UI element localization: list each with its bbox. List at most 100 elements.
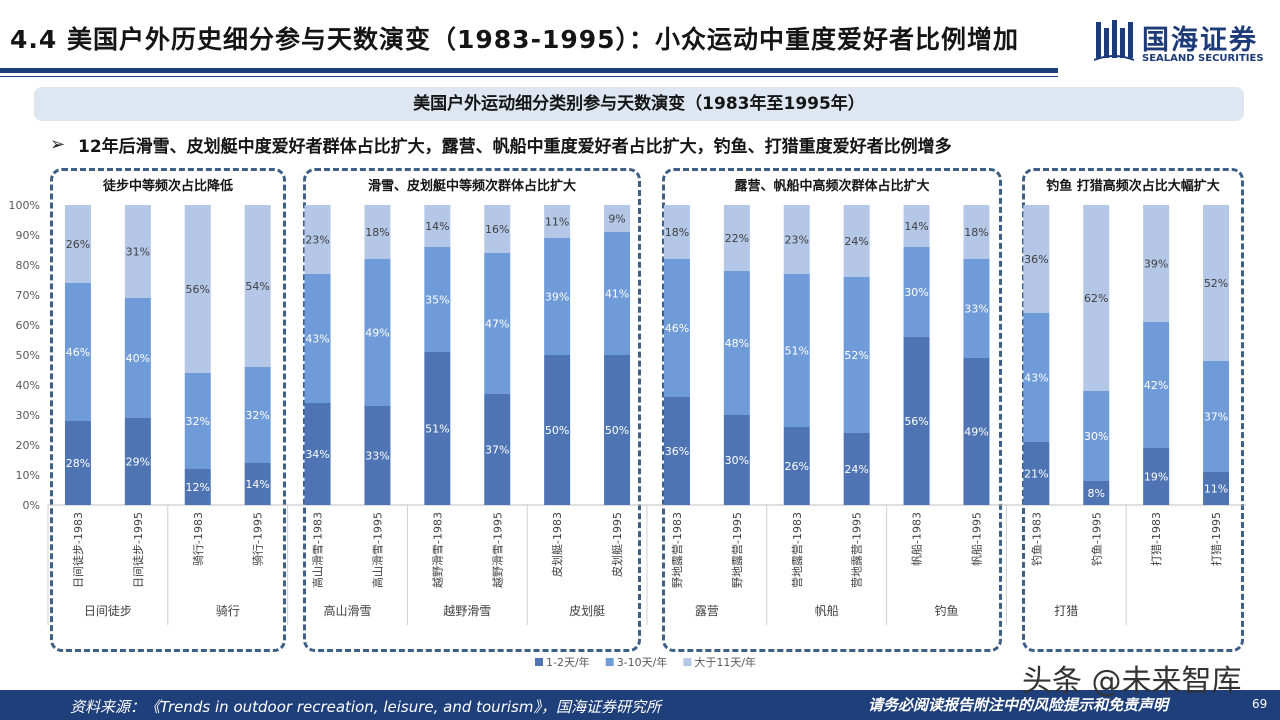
bar-segment	[244, 205, 271, 367]
legend-label: 大于11天/年	[694, 655, 756, 669]
bar-segment	[604, 232, 631, 355]
data-label: 37%	[485, 444, 509, 457]
data-label: 50%	[545, 424, 569, 437]
data-label: 32%	[186, 415, 210, 428]
bar-segment	[484, 253, 511, 394]
data-label: 40%	[126, 352, 150, 365]
data-label: 43%	[305, 333, 329, 346]
data-label: 30%	[1084, 430, 1108, 443]
bar-segment	[544, 205, 571, 238]
activity-group-label: 帆船	[815, 603, 839, 618]
data-label: 56%	[904, 415, 928, 428]
data-label: 23%	[785, 234, 809, 247]
subtitle-banner: 美国户外运动细分类别参与天数演变（1983年至1995年）	[34, 87, 1244, 121]
data-label: 39%	[545, 291, 569, 304]
data-label: 33%	[964, 303, 988, 316]
bar-segment	[723, 271, 750, 415]
data-label: 41%	[605, 288, 629, 301]
chart-subtitle: 美国户外运动细分类别参与天数演变（1983年至1995年）	[413, 94, 865, 114]
bar-segment	[124, 298, 151, 418]
bar-segment	[1083, 205, 1110, 391]
bar-segment	[544, 238, 571, 355]
y-tick-label: 40%	[16, 379, 40, 392]
bar-segment	[783, 274, 810, 427]
data-label: 9%	[608, 213, 625, 226]
category-tick-label: 野地露营-1983	[670, 512, 684, 588]
bar-segment	[604, 355, 631, 505]
category-tick-label: 骑行-1983	[192, 512, 205, 566]
bar-segment	[1023, 313, 1050, 442]
bar-segment	[1143, 205, 1170, 322]
legend-label: 1-2天/年	[546, 655, 590, 669]
data-label: 14%	[245, 478, 269, 491]
data-label: 18%	[365, 226, 389, 239]
data-label: 39%	[1144, 258, 1168, 271]
bar-segment	[304, 205, 331, 274]
bar-segment	[184, 469, 211, 505]
bar-segment	[843, 277, 870, 433]
category-tick-label: 帆船-1995	[969, 512, 983, 566]
data-label: 34%	[305, 448, 329, 461]
bar-segment	[903, 247, 930, 337]
legend-swatch	[683, 658, 692, 666]
bar-segment	[1023, 205, 1050, 313]
bar-segment	[1083, 481, 1110, 505]
category-tick-label: 钓鱼-1983	[1029, 512, 1043, 566]
bar-segment	[843, 205, 870, 277]
data-label: 36%	[1024, 253, 1048, 266]
activity-group-label: 皮划艇	[569, 604, 605, 618]
bar-segment	[1203, 205, 1230, 361]
category-tick-label: 皮划艇-1995	[610, 512, 624, 577]
y-tick-label: 100%	[9, 199, 40, 212]
bullet-arrow-icon: ➢	[50, 134, 66, 155]
page-title: 4.4 美国户外历史细分参与天数演变（1983-1995）：小众运动中重度爱好者…	[10, 25, 1020, 54]
data-label: 26%	[785, 460, 809, 473]
activity-group-label: 露营	[695, 604, 719, 618]
bar-segment	[723, 415, 750, 505]
category-tick-label: 打猎-1995	[1209, 512, 1223, 566]
bar-segment	[424, 352, 451, 505]
category-tick-label: 高山滑雪-1983	[311, 512, 325, 588]
data-label: 12%	[186, 481, 210, 494]
data-label: 56%	[186, 283, 210, 296]
page-number: 69	[1252, 697, 1268, 711]
bar-segment	[64, 283, 91, 421]
data-label: 47%	[485, 318, 509, 331]
data-label: 35%	[425, 294, 449, 307]
key-finding: 12年后滑雪、皮划艇中度爱好者群体占比扩大，露营、帆船中重度爱好者占比扩大，钓鱼…	[78, 137, 952, 157]
data-label: 14%	[425, 220, 449, 233]
bar-segment	[843, 433, 870, 505]
title-divider	[0, 68, 1058, 73]
bar-segment	[1143, 322, 1170, 448]
bar-segment	[963, 205, 990, 259]
bar-segment	[663, 397, 690, 505]
data-label: 48%	[725, 337, 749, 350]
bar-segment	[1203, 361, 1230, 472]
group-box-camping-sailing	[662, 168, 1002, 652]
category-tick-label: 营地露营-1995	[850, 512, 864, 588]
legend-swatch	[535, 658, 543, 666]
category-tick-label: 皮划艇-1983	[550, 512, 564, 577]
group-title-1: 徒步中等频次占比降低	[102, 179, 233, 194]
category-tick-label: 日间徒步-1983	[71, 512, 85, 588]
data-label: 36%	[665, 445, 689, 458]
logo-text-en: SEALAND SECURITIES	[1142, 53, 1264, 64]
data-label: 14%	[904, 220, 928, 233]
data-label: 21%	[1024, 468, 1048, 481]
bar-segment	[484, 205, 511, 253]
category-tick-label: 野地露营-1995	[730, 512, 744, 588]
bar-segment	[184, 205, 211, 373]
footer-source: 资料来源：《Trends in outdoor recreation, leis…	[70, 698, 661, 716]
bar-segment	[304, 274, 331, 403]
y-tick-label: 70%	[16, 289, 40, 302]
activity-group-label: 骑行	[216, 604, 240, 618]
legend-label: 3-10天/年	[617, 655, 668, 669]
title-divider-thin	[0, 76, 1058, 77]
sealand-logo-icon	[1094, 20, 1134, 61]
group-title-4: 钓鱼 打猎高频次占比大幅扩大	[1046, 179, 1220, 194]
bar-segment	[903, 337, 930, 505]
data-label: 52%	[1204, 277, 1228, 290]
data-label: 18%	[665, 226, 689, 239]
data-label: 28%	[66, 457, 90, 470]
data-label: 51%	[425, 423, 449, 436]
